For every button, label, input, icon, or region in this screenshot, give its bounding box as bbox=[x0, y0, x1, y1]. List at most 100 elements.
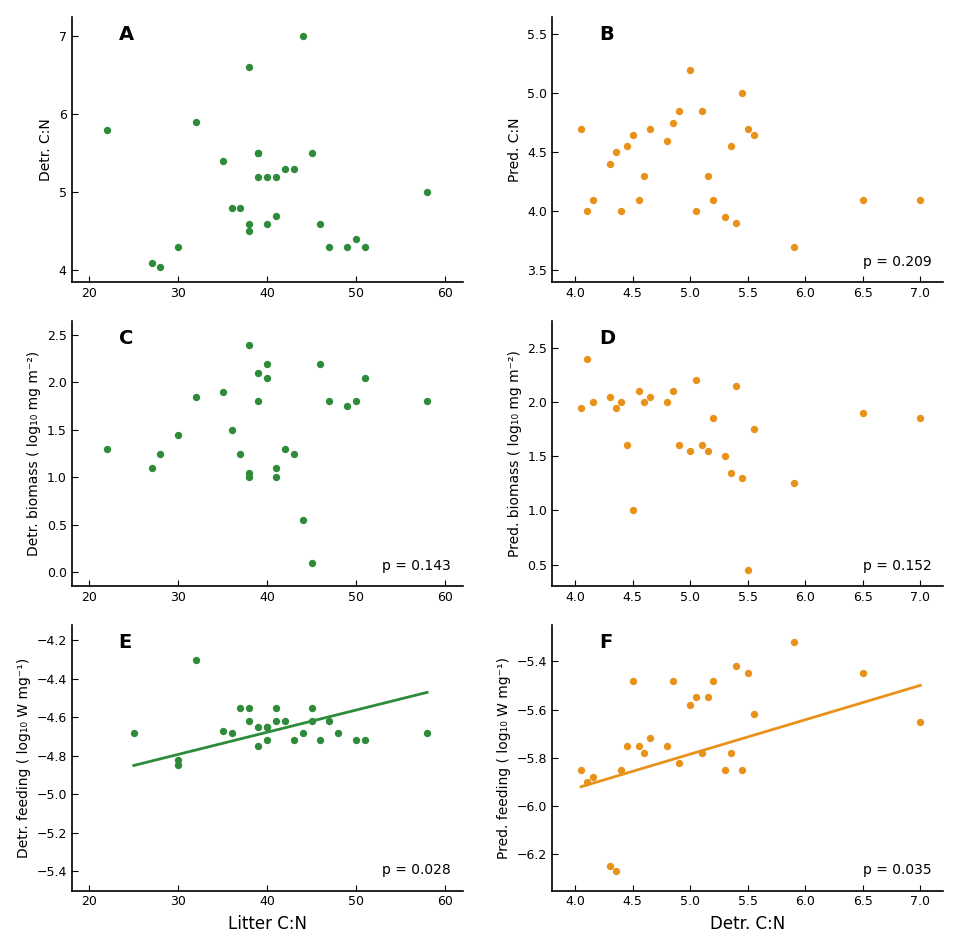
Point bbox=[619, 738, 635, 753]
Point bbox=[585, 192, 600, 207]
Point bbox=[259, 356, 275, 371]
Point bbox=[723, 746, 738, 761]
Point bbox=[153, 259, 168, 275]
Point bbox=[242, 216, 257, 231]
Y-axis label: Pred. biomass ( log₁₀ mg m⁻²): Pred. biomass ( log₁₀ mg m⁻²) bbox=[508, 351, 522, 557]
Point bbox=[357, 370, 372, 386]
Point bbox=[913, 410, 928, 426]
Point bbox=[729, 378, 744, 393]
Point bbox=[688, 203, 704, 218]
Point bbox=[144, 460, 159, 475]
Point bbox=[585, 770, 600, 785]
Point bbox=[268, 460, 283, 475]
Point bbox=[286, 162, 301, 177]
Point bbox=[717, 762, 732, 777]
Point bbox=[330, 725, 346, 740]
Point bbox=[242, 465, 257, 480]
Point bbox=[268, 208, 283, 223]
Point bbox=[277, 441, 293, 456]
Point bbox=[126, 725, 141, 740]
Point bbox=[636, 168, 652, 183]
Point bbox=[268, 700, 283, 715]
Point bbox=[573, 762, 588, 777]
Point bbox=[746, 127, 761, 142]
Point bbox=[660, 394, 675, 409]
Point bbox=[683, 62, 698, 77]
Point bbox=[242, 60, 257, 75]
Point bbox=[734, 86, 750, 101]
Point bbox=[420, 184, 435, 200]
Point bbox=[322, 713, 337, 729]
Point bbox=[671, 755, 686, 770]
Point bbox=[625, 673, 640, 688]
Point bbox=[717, 210, 732, 225]
Point bbox=[585, 394, 600, 409]
Text: p = 0.143: p = 0.143 bbox=[382, 559, 451, 573]
Point bbox=[357, 239, 372, 255]
Text: C: C bbox=[118, 329, 132, 348]
Point bbox=[671, 104, 686, 119]
Point bbox=[665, 673, 681, 688]
Point bbox=[913, 192, 928, 207]
Point bbox=[100, 123, 115, 138]
Point bbox=[613, 203, 629, 218]
Point bbox=[171, 239, 186, 255]
Point bbox=[242, 224, 257, 239]
Point bbox=[251, 739, 266, 754]
Point bbox=[700, 444, 715, 459]
Text: B: B bbox=[599, 25, 614, 44]
Point bbox=[700, 690, 715, 705]
Point bbox=[855, 406, 871, 421]
Point bbox=[251, 169, 266, 184]
Point bbox=[608, 864, 623, 879]
Point bbox=[631, 384, 646, 399]
Point bbox=[153, 446, 168, 461]
Y-axis label: Pred. feeding ( log₁₀ W mg⁻¹): Pred. feeding ( log₁₀ W mg⁻¹) bbox=[497, 656, 512, 859]
Point bbox=[729, 216, 744, 231]
Point bbox=[277, 713, 293, 729]
Point bbox=[259, 732, 275, 748]
Text: p = 0.028: p = 0.028 bbox=[382, 864, 451, 877]
Point bbox=[251, 145, 266, 161]
Point bbox=[723, 139, 738, 154]
Point bbox=[171, 428, 186, 443]
Point bbox=[740, 666, 756, 681]
Point bbox=[348, 732, 364, 748]
Point bbox=[625, 127, 640, 142]
Point bbox=[188, 115, 204, 130]
Point bbox=[660, 738, 675, 753]
Point bbox=[706, 410, 721, 426]
Point bbox=[602, 859, 617, 874]
Point bbox=[232, 200, 248, 216]
Point bbox=[723, 465, 738, 480]
Point bbox=[304, 713, 320, 729]
Point bbox=[251, 719, 266, 734]
Point bbox=[729, 658, 744, 674]
Point bbox=[573, 122, 588, 137]
Point bbox=[660, 133, 675, 148]
Point bbox=[579, 203, 594, 218]
Point bbox=[232, 700, 248, 715]
Point bbox=[322, 239, 337, 255]
Point bbox=[215, 385, 230, 400]
Point bbox=[642, 390, 658, 405]
Point bbox=[625, 503, 640, 518]
Point bbox=[295, 28, 310, 44]
Point bbox=[268, 713, 283, 729]
Point bbox=[665, 384, 681, 399]
Point bbox=[717, 448, 732, 464]
Point bbox=[913, 714, 928, 730]
Point bbox=[171, 752, 186, 768]
Point bbox=[665, 115, 681, 130]
Point bbox=[100, 441, 115, 456]
Point bbox=[188, 390, 204, 405]
Point bbox=[251, 366, 266, 381]
Point bbox=[683, 697, 698, 712]
Point bbox=[420, 725, 435, 740]
Point bbox=[420, 394, 435, 409]
Point bbox=[188, 652, 204, 667]
Point bbox=[631, 192, 646, 207]
Point bbox=[215, 154, 230, 169]
Point bbox=[642, 731, 658, 746]
Point bbox=[304, 700, 320, 715]
